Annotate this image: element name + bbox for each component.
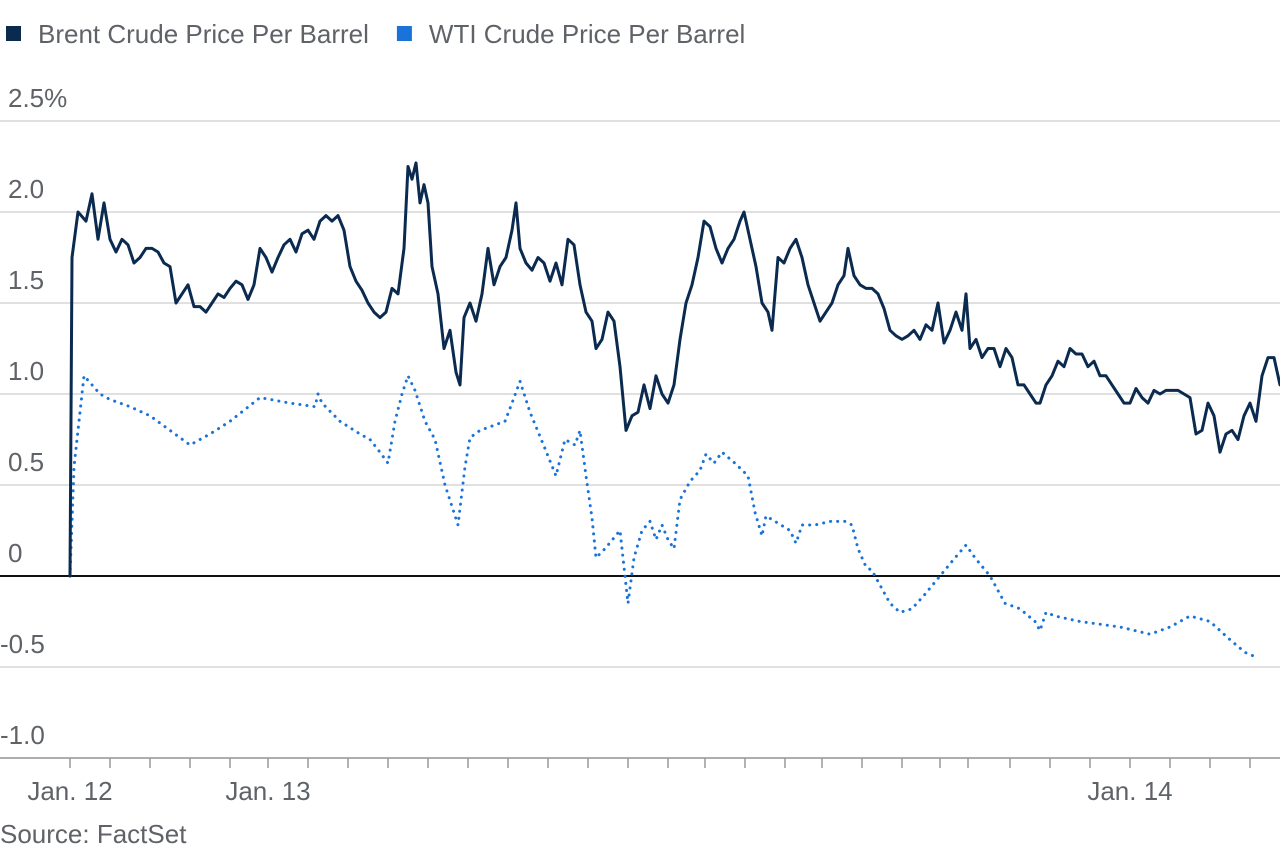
legend-swatch xyxy=(396,26,412,41)
legend-label: Brent Crude Price Per Barrel xyxy=(38,19,369,49)
y-tick-label: 0 xyxy=(8,538,22,568)
y-tick-label: 2.0 xyxy=(8,174,44,204)
y-tick-label: -0.5 xyxy=(0,629,45,659)
y-tick-label: 1.0 xyxy=(8,356,44,386)
legend-label: WTI Crude Price Per Barrel xyxy=(429,19,745,49)
series-line xyxy=(68,374,1260,660)
legend-swatch xyxy=(6,26,21,41)
y-tick-label: -1.0 xyxy=(0,720,45,750)
y-tick-label: 0.5 xyxy=(8,447,44,477)
x-tick-label: Jan. 12 xyxy=(27,776,112,806)
series-line xyxy=(68,161,1280,578)
y-tick-label: 2.5% xyxy=(8,83,67,113)
y-tick-label: 1.5 xyxy=(8,265,44,295)
x-tick-label: Jan. 13 xyxy=(225,776,310,806)
x-tick-label: Jan. 14 xyxy=(1087,776,1172,806)
source: Source: FactSet xyxy=(0,819,187,849)
